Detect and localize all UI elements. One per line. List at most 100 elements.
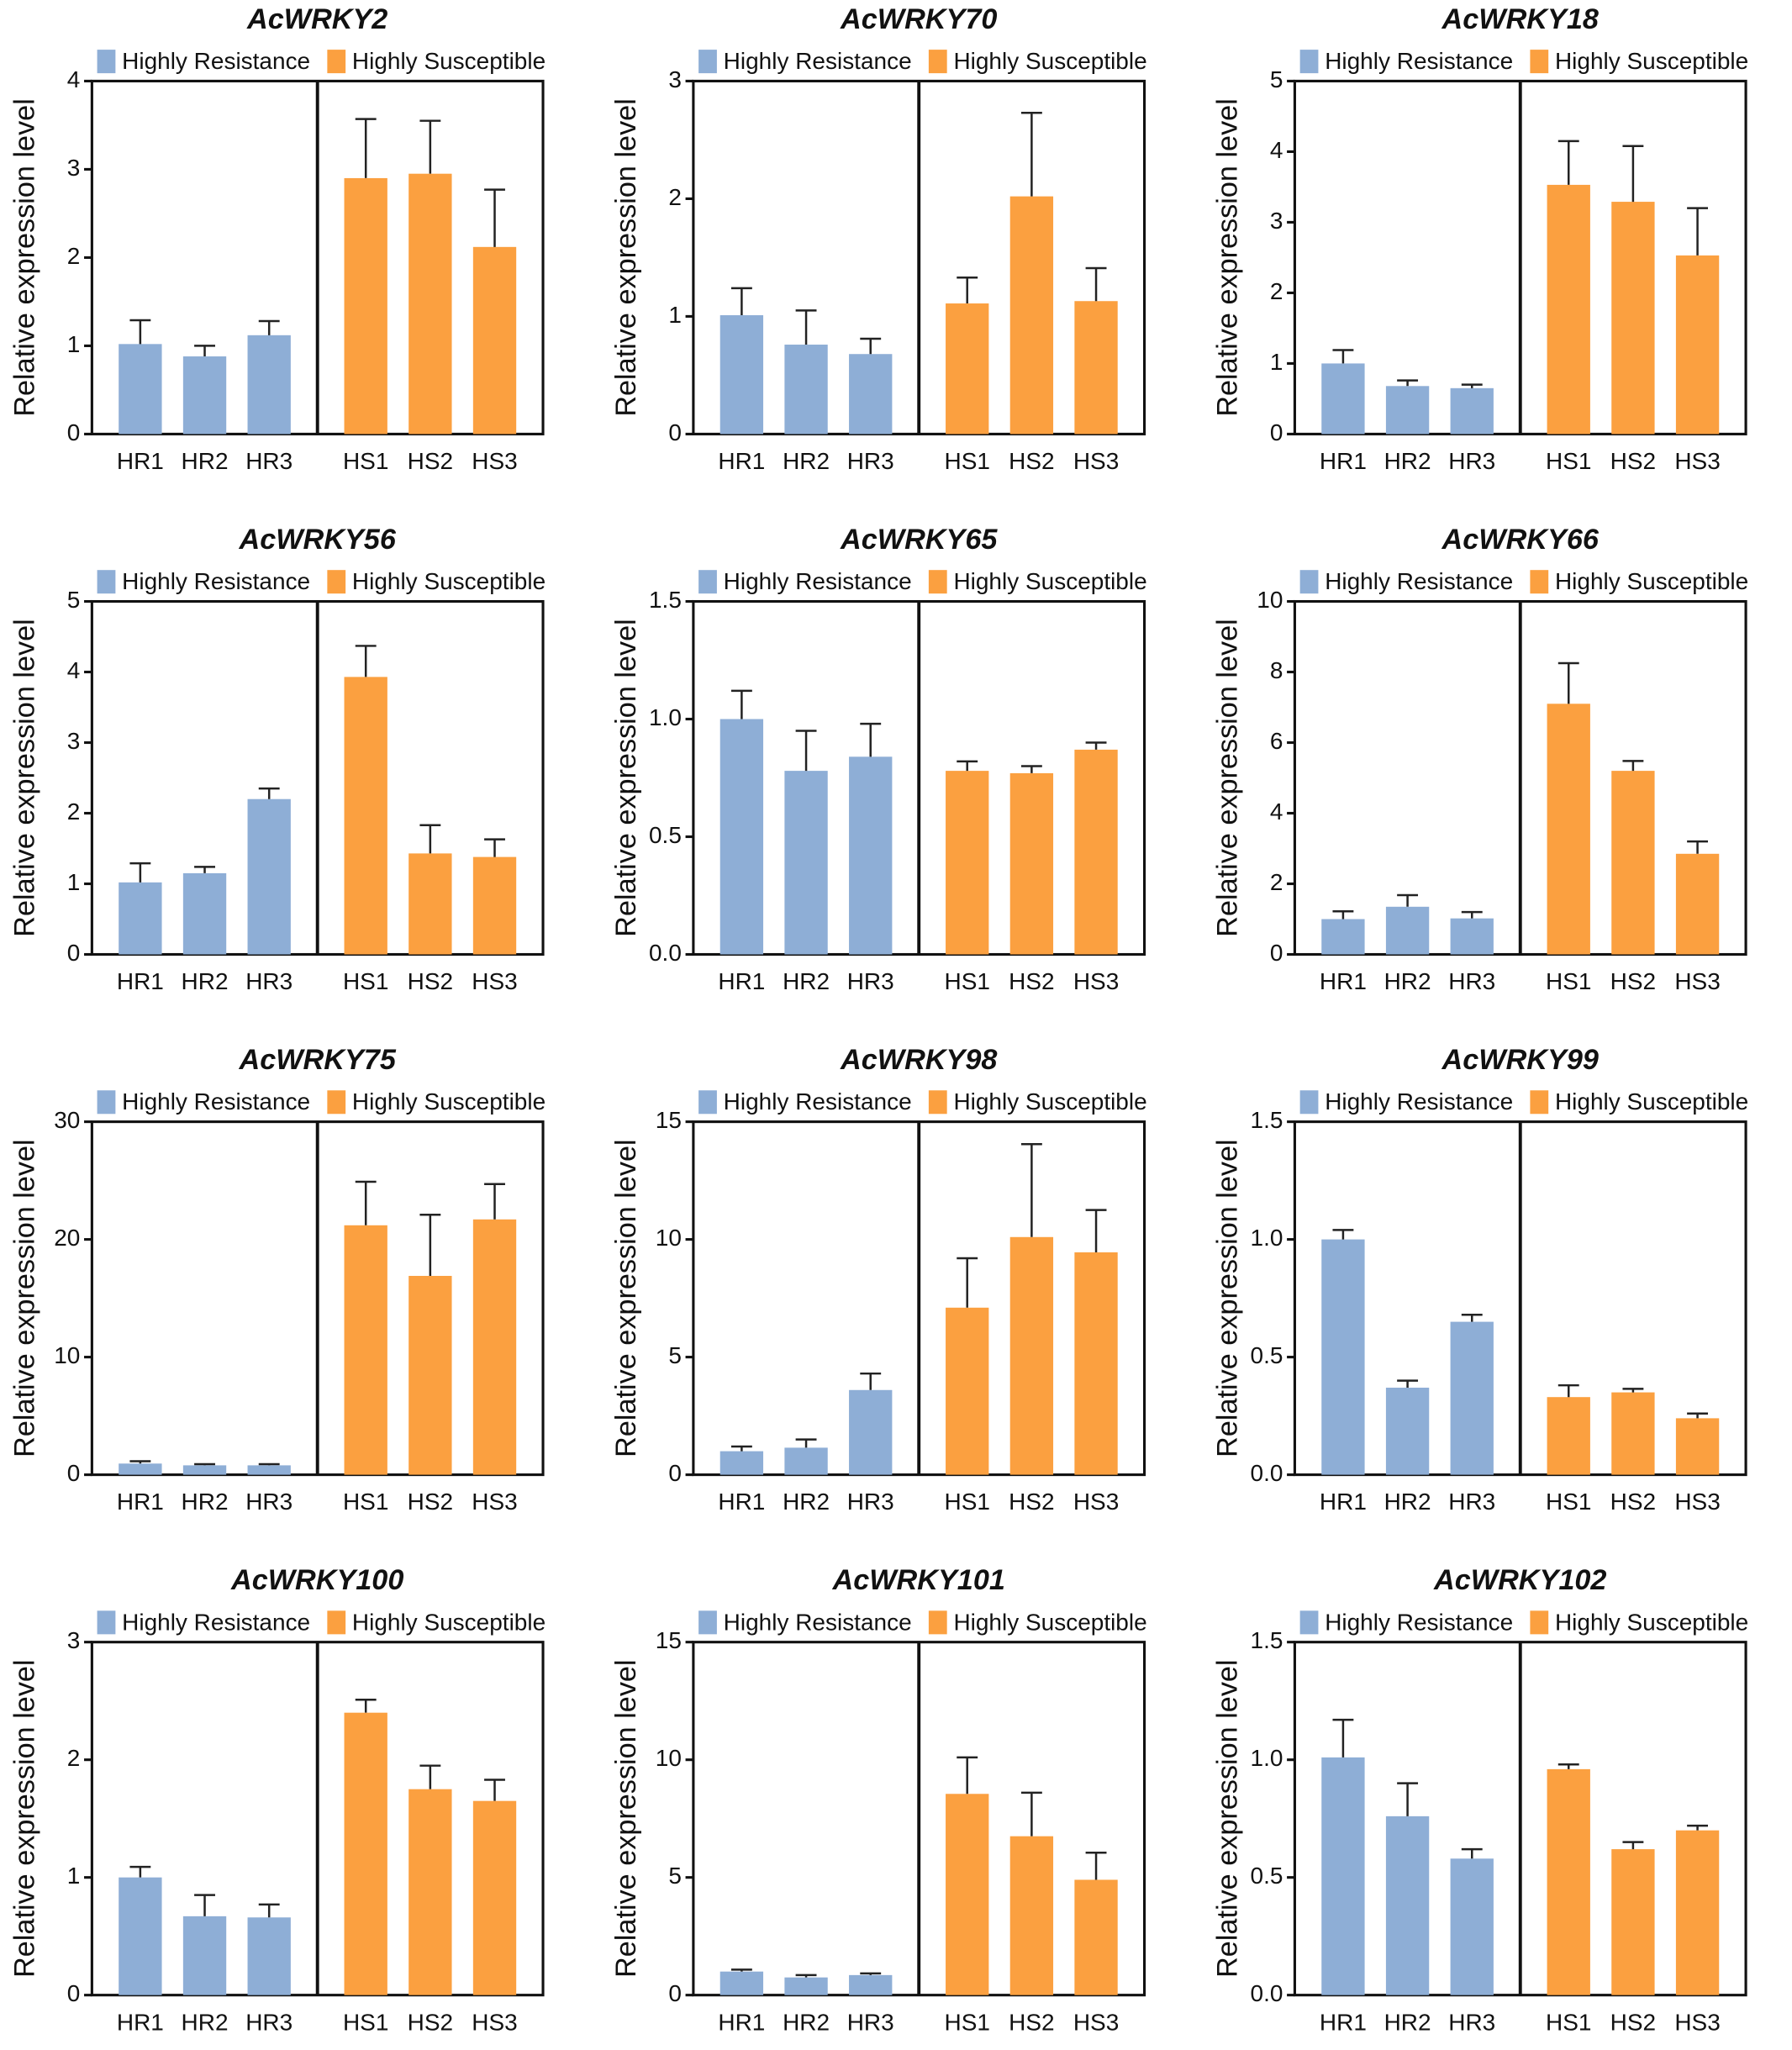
- y-tick-label: 3: [1270, 208, 1283, 234]
- y-tick-label: 3: [668, 66, 682, 92]
- x-tick-label: HS1: [1546, 448, 1591, 474]
- x-tick-label: HR1: [718, 448, 765, 474]
- bar: [1547, 704, 1590, 955]
- x-tick-label: HS2: [408, 448, 453, 474]
- legend-swatch: [698, 1090, 717, 1115]
- y-tick-label: 1.5: [1251, 1627, 1283, 1653]
- x-tick-label: HS2: [1009, 1489, 1054, 1515]
- bar: [784, 1447, 828, 1475]
- error-bar: [795, 1974, 817, 1978]
- y-tick-label: 2: [1270, 278, 1283, 304]
- bar: [344, 177, 387, 435]
- y-tick-label: 1.0: [1251, 1745, 1283, 1771]
- legend-swatch: [928, 50, 947, 74]
- error-bar: [1085, 266, 1107, 302]
- legend-swatch: [97, 570, 116, 594]
- bar: [408, 1275, 452, 1475]
- error-bar: [957, 1756, 978, 1794]
- error-bar: [355, 645, 377, 677]
- bar: [182, 1916, 227, 1995]
- error-bar: [1332, 349, 1354, 364]
- y-tick-label: 3: [67, 728, 81, 754]
- error-bar: [129, 862, 151, 883]
- bar: [1321, 1239, 1365, 1475]
- bar: [1611, 771, 1655, 955]
- x-tick-label: HS1: [343, 968, 388, 994]
- bar: [1385, 1815, 1430, 1995]
- chart-panel: AcWRKY66 Relative expression level 0 2 4 6 8 10…: [1212, 524, 1748, 994]
- y-tick-label: 0.5: [1251, 1342, 1283, 1368]
- bar: [1611, 1849, 1655, 1995]
- x-tick-label: HS3: [1674, 448, 1720, 474]
- y-tick-label: 10: [54, 1342, 80, 1368]
- error-bar: [258, 1462, 280, 1466]
- error-bar: [730, 287, 752, 316]
- legend-label: Highly Susceptible: [352, 1609, 546, 1635]
- y-tick-label: 6: [1270, 728, 1283, 754]
- y-tick-label: 8: [1270, 657, 1283, 683]
- bar: [472, 1800, 517, 1995]
- bar: [247, 1465, 291, 1475]
- x-tick-label: HR2: [1384, 448, 1431, 474]
- chart-panel: AcWRKY2 Relative expression level 0 1 2 3 4 Hig…: [9, 3, 546, 474]
- legend-swatch: [327, 1610, 346, 1635]
- y-tick-label: 1.5: [1251, 1107, 1283, 1133]
- error-bar: [1557, 140, 1579, 185]
- y-tick-label: 0: [67, 940, 81, 966]
- bar: [247, 335, 291, 435]
- x-tick-label: HS3: [1674, 2009, 1720, 2035]
- x-tick-label: HR2: [783, 448, 830, 474]
- legend-swatch: [327, 570, 346, 594]
- bar: [849, 756, 893, 955]
- x-tick-label: HR2: [783, 2009, 830, 2035]
- x-tick-label: HR2: [182, 968, 229, 994]
- bar: [344, 677, 387, 955]
- x-tick-label: HR2: [1384, 1489, 1431, 1515]
- bar: [247, 1917, 291, 1995]
- bar: [1074, 1879, 1118, 1995]
- bar: [472, 856, 517, 955]
- chart-title: AcWRKY56: [239, 524, 397, 556]
- y-tick-label: 0.0: [1251, 1460, 1283, 1486]
- error-bar: [957, 1257, 978, 1308]
- error-bar: [1085, 741, 1107, 750]
- y-tick-label: 0.5: [649, 822, 682, 848]
- error-bar: [1557, 1383, 1579, 1398]
- legend-label: Highly Resistance: [1325, 1609, 1513, 1635]
- x-tick-label: HR2: [1384, 968, 1431, 994]
- bar: [1385, 386, 1430, 435]
- bar: [1009, 772, 1054, 955]
- error-bar: [795, 730, 817, 772]
- x-tick-label: HS1: [944, 1489, 989, 1515]
- x-tick-label: HR2: [1384, 2009, 1431, 2035]
- bar: [719, 315, 764, 435]
- bar: [344, 1712, 387, 1995]
- x-tick-label: HR3: [847, 1489, 894, 1515]
- bar: [1321, 919, 1365, 955]
- chart-panel: AcWRKY102 Relative expression level 0.0 0.5…: [1212, 1564, 1748, 2035]
- chart-title: AcWRKY101: [832, 1564, 1005, 1596]
- x-tick-label: HS1: [343, 448, 388, 474]
- error-bar: [795, 1438, 817, 1448]
- y-tick-label: 1.0: [1251, 1225, 1283, 1251]
- legend-label: Highly Resistance: [1325, 568, 1513, 594]
- bar: [1450, 387, 1494, 435]
- x-tick-label: HR1: [718, 968, 765, 994]
- bar: [119, 344, 162, 435]
- error-bar: [129, 1460, 151, 1464]
- legend-label: Highly Resistance: [724, 1609, 912, 1635]
- x-tick-label: HR2: [783, 968, 830, 994]
- bar: [1385, 1387, 1430, 1475]
- y-axis-label: Relative expression level: [610, 1659, 642, 1978]
- error-bar: [419, 824, 441, 854]
- bar: [784, 1977, 828, 1995]
- x-tick-label: HR2: [783, 1489, 830, 1515]
- x-tick-label: HR3: [245, 968, 293, 994]
- y-tick-label: 15: [656, 1107, 682, 1133]
- x-tick-label: HR3: [245, 448, 293, 474]
- x-tick-label: HR1: [117, 1489, 164, 1515]
- bar: [1611, 202, 1655, 435]
- chart-panel: AcWRKY99 Relative expression level 0.0 0.5 1…: [1212, 1044, 1748, 1515]
- error-bar: [1332, 1229, 1354, 1240]
